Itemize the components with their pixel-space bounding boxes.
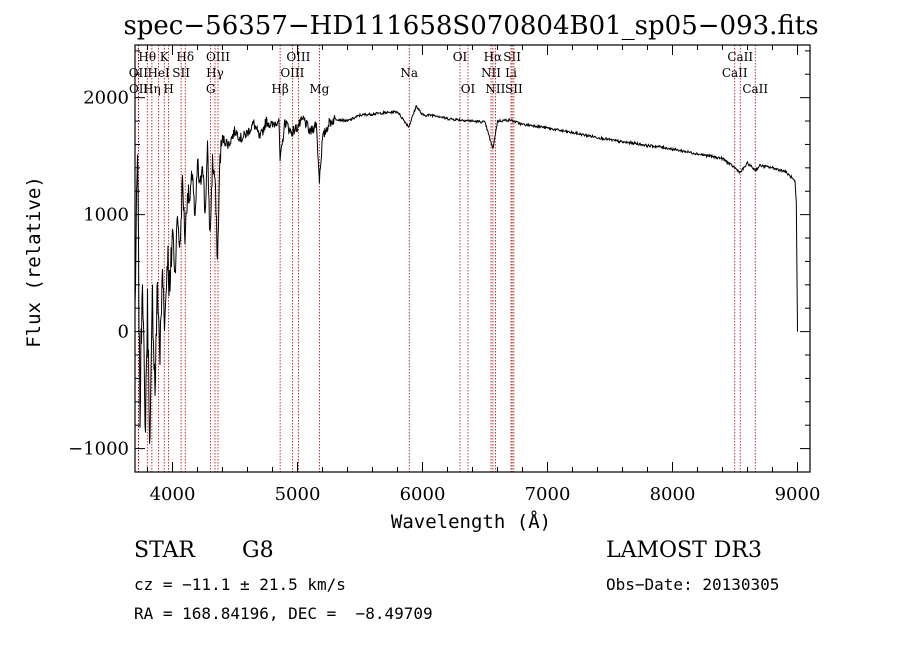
emission-line-label-13: OIII bbox=[280, 66, 304, 80]
emission-line-label-17: OI bbox=[453, 50, 468, 64]
redshift-value: cz = −11.1 ± 21.5 km/s bbox=[134, 575, 346, 594]
y-tick-label-3: 2000 bbox=[83, 88, 129, 109]
emission-line-label-2: OII bbox=[129, 82, 149, 96]
x-tick-label-3: 7000 bbox=[525, 484, 571, 505]
emission-line-label-23: SII bbox=[503, 50, 521, 64]
emission-line-label-21: NII bbox=[485, 82, 505, 96]
emission-line-label-9: Hγ bbox=[206, 66, 224, 80]
emission-line-label-19: NII bbox=[481, 66, 501, 80]
x-tick-label-5: 9000 bbox=[775, 484, 821, 505]
emission-line-label-20: Hα bbox=[484, 50, 503, 64]
x-tick-label-4: 8000 bbox=[650, 484, 696, 505]
emission-line-label-7: SII bbox=[172, 66, 190, 80]
emission-line-label-27: CaII bbox=[742, 82, 768, 96]
emission-line-label-14: OIII bbox=[286, 50, 310, 64]
emission-line-label-26: CaII bbox=[727, 50, 753, 64]
x-tick-label-0: 4000 bbox=[150, 484, 196, 505]
emission-line-label-0: Hθ bbox=[138, 50, 156, 64]
emission-line-label-11: G bbox=[206, 82, 216, 96]
emission-line-label-4: HeI bbox=[147, 66, 170, 80]
emission-line-label-18: OI bbox=[461, 82, 476, 96]
emission-line-label-8: Hδ bbox=[176, 50, 194, 64]
emission-line-label-5: K bbox=[160, 50, 170, 64]
y-tick-label-0: −1000 bbox=[68, 439, 129, 460]
emission-line-label-16: Na bbox=[400, 66, 418, 80]
y-tick-label-2: 1000 bbox=[83, 205, 129, 226]
emission-line-label-12: Hβ bbox=[271, 82, 288, 96]
emission-line-label-25: CaII bbox=[722, 66, 748, 80]
emission-line-label-22: Li bbox=[505, 66, 517, 80]
emission-line-label-6: H bbox=[163, 82, 173, 96]
x-tick-label-1: 5000 bbox=[275, 484, 321, 505]
object-subclass: G8 bbox=[242, 538, 274, 563]
spectrum-line bbox=[134, 104, 798, 444]
object-class: STAR bbox=[134, 538, 195, 563]
axis-ticks: 4000 5000 6000 7000 8000 9000 −1000 0 1000 2000 bbox=[68, 45, 820, 505]
spectrum-layer bbox=[134, 104, 798, 444]
emission-line-label-15: Mg bbox=[309, 82, 329, 96]
x-axis-label: Wavelength (Å) bbox=[391, 510, 551, 533]
x-tick-label-2: 6000 bbox=[400, 484, 446, 505]
plot-frame bbox=[134, 44, 811, 473]
coordinates: RA = 168.84196, DEC = −8.49709 bbox=[134, 604, 433, 623]
emission-line-label-3: Hη bbox=[143, 82, 161, 96]
emission-line-label-24: SII bbox=[505, 82, 523, 96]
emission-line-label-10: OIII bbox=[206, 50, 230, 64]
y-axis-label: Flux (relative) bbox=[23, 176, 45, 348]
y-tick-label-1: 0 bbox=[118, 322, 129, 343]
chart-title: spec−56357−HD111658S070804B01_sp05−093.f… bbox=[123, 11, 818, 41]
survey-label: LAMOST DR3 bbox=[606, 538, 762, 563]
observation-date: Obs−Date: 20130305 bbox=[606, 575, 780, 594]
